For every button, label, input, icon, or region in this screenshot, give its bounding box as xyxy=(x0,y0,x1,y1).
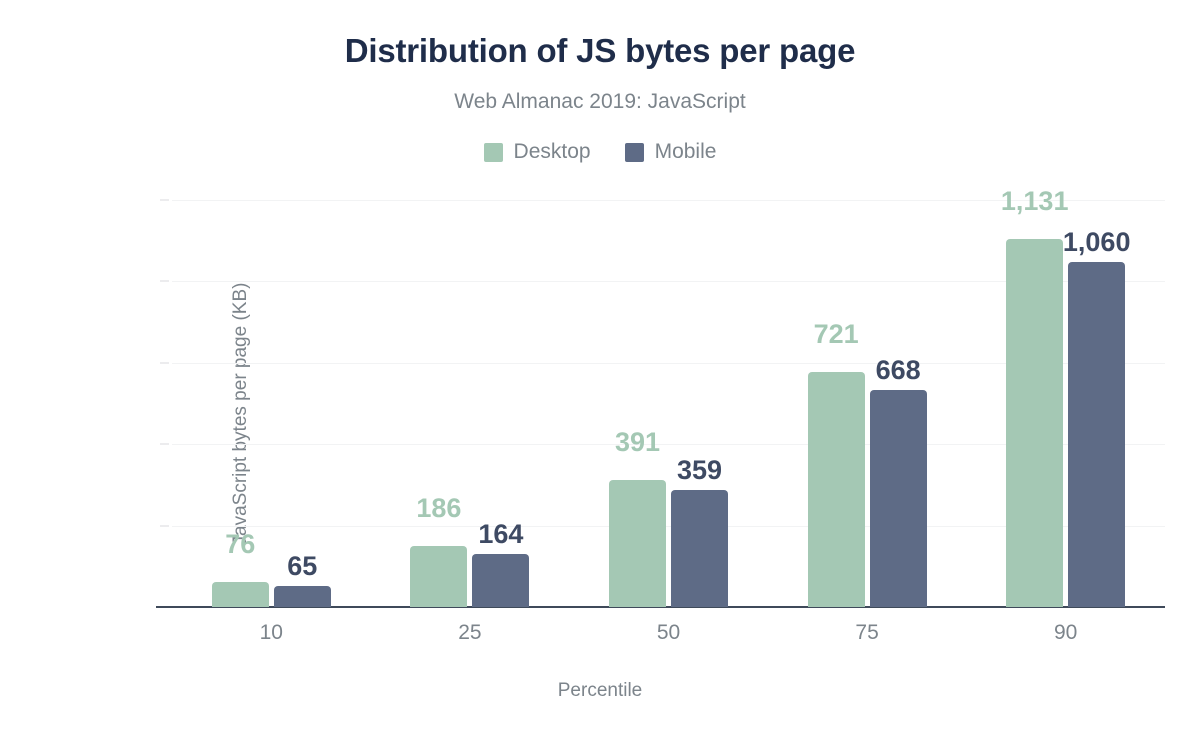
bar-value-label: 164 xyxy=(478,518,524,549)
legend-label: Mobile xyxy=(654,140,717,163)
bar-value-label: 186 xyxy=(416,493,462,524)
x-axis-tick-label: 75 xyxy=(855,621,879,644)
bar-value-label: 76 xyxy=(225,529,256,560)
bar-value-label: 721 xyxy=(813,319,859,350)
legend-swatch-icon xyxy=(624,142,644,162)
gridline xyxy=(172,444,1165,446)
bar-mobile-p75[interactable] xyxy=(869,389,927,607)
bar-desktop-p10[interactable] xyxy=(211,582,269,607)
bar-mobile-p50[interactable] xyxy=(671,490,728,607)
y-axis-tick-mark xyxy=(160,525,169,527)
bar-mobile-p25[interactable] xyxy=(472,553,530,607)
bar-mobile-p10[interactable] xyxy=(273,585,331,607)
x-axis-tick-label: 25 xyxy=(458,621,482,644)
legend-item-desktop[interactable]: Desktop xyxy=(483,140,591,164)
x-axis-tick-label: 90 xyxy=(1054,621,1078,644)
x-axis-tick-label: 50 xyxy=(656,621,681,644)
y-axis-tick-mark xyxy=(160,606,169,608)
bar-desktop-p90[interactable] xyxy=(1006,238,1064,607)
chart-subtitle: Web Almanac 2019: JavaScript xyxy=(454,90,746,113)
bar-mobile-p90[interactable] xyxy=(1068,261,1126,607)
gridline xyxy=(172,525,1165,527)
gridline xyxy=(172,281,1165,283)
gridline xyxy=(172,200,1165,201)
bar-value-label: 391 xyxy=(614,426,661,457)
legend-swatch-icon xyxy=(483,142,503,162)
bar-value-label: 1,131 xyxy=(1000,185,1069,216)
bar-desktop-p75[interactable] xyxy=(807,372,865,607)
bar-value-label: 1,060 xyxy=(1062,226,1131,257)
x-axis-baseline xyxy=(156,606,1165,608)
bar-desktop-p25[interactable] xyxy=(410,546,468,607)
plot-area: JavaScript bytes per page (KB) 025050075… xyxy=(156,186,1165,644)
chart-legend: Desktop Mobile xyxy=(0,140,1200,164)
bar-value-label: 359 xyxy=(676,455,723,486)
chart-title: Distribution of JS bytes per page xyxy=(344,32,856,69)
legend-label: Desktop xyxy=(513,140,591,163)
bar-value-label: 65 xyxy=(287,550,318,581)
y-axis-tick-mark xyxy=(160,362,169,364)
y-axis-tick-mark xyxy=(160,199,169,201)
y-axis-tick-mark xyxy=(160,280,169,282)
bar-value-label: 668 xyxy=(875,354,921,385)
x-axis-title: Percentile xyxy=(557,680,643,701)
x-axis-tick-label: 10 xyxy=(259,621,283,644)
gridline xyxy=(172,362,1165,364)
y-axis-tick-mark xyxy=(160,443,169,445)
legend-item-mobile[interactable]: Mobile xyxy=(624,140,717,164)
bar-desktop-p50[interactable] xyxy=(609,479,666,607)
